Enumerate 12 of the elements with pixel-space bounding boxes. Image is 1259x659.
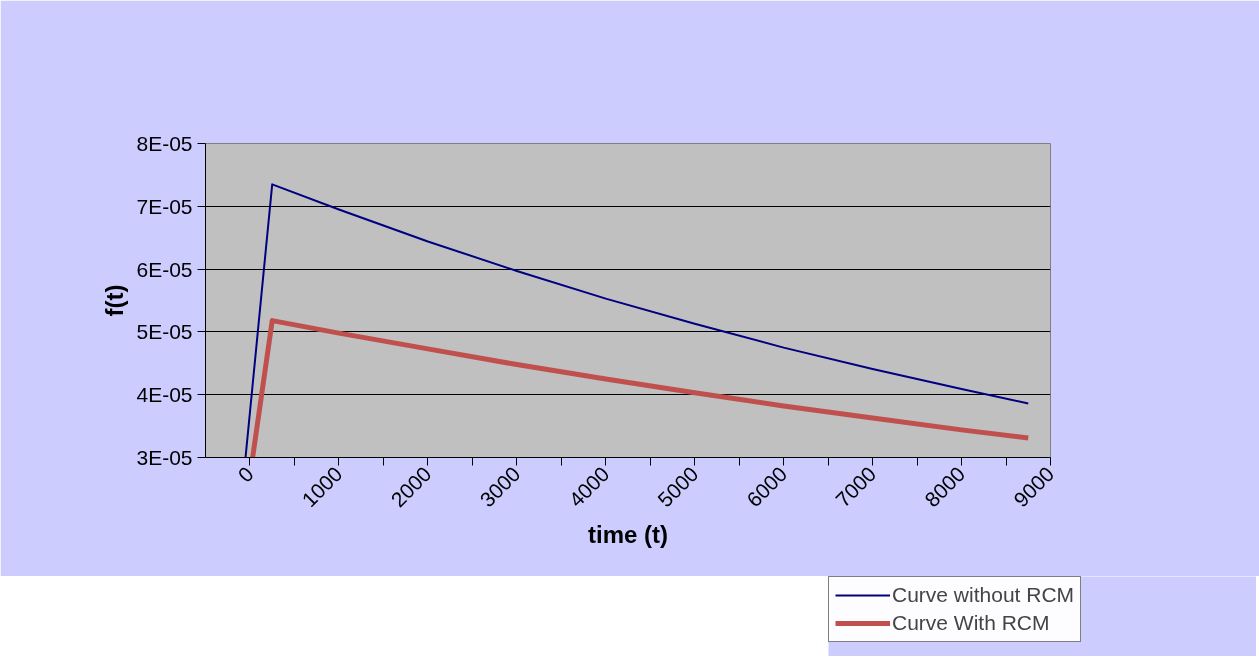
y-axis-title: f(t) [101,284,129,317]
y-tick-label: 4E-05 [136,383,193,407]
x-axis-title: time (t) [588,521,668,549]
y-tick-label: 6E-05 [136,257,193,281]
legend-label: Curve without RCM [892,583,1075,607]
line-series [244,183,1030,458]
y-tick-label: 5E-05 [136,320,193,344]
y-tick-label: 3E-05 [136,446,193,469]
y-tick-label: 7E-05 [136,194,193,218]
x-tick-label: 0 [233,462,258,487]
y-tick-label: 8E-05 [136,132,193,155]
legend-label: Curve With RCM [892,611,1050,635]
